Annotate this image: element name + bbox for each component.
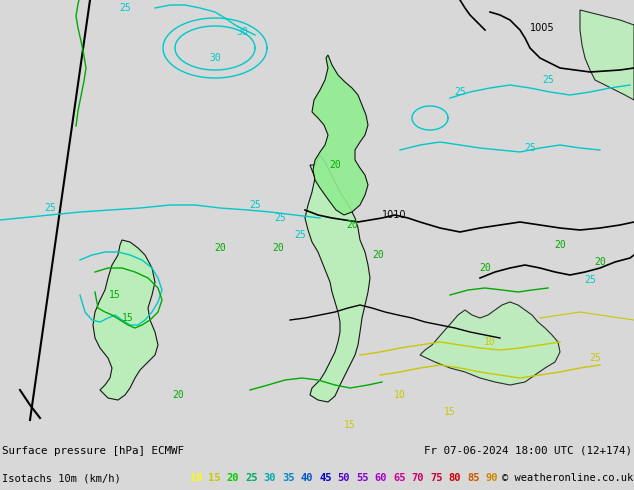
Text: 25: 25 — [542, 75, 554, 85]
Text: 80: 80 — [449, 473, 462, 483]
Text: 40: 40 — [301, 473, 313, 483]
Polygon shape — [420, 302, 560, 385]
Text: 1010: 1010 — [382, 210, 406, 220]
Text: 20: 20 — [594, 257, 606, 267]
Text: 25: 25 — [294, 230, 306, 240]
Text: 10: 10 — [484, 337, 496, 347]
Text: Isotachs 10m (km/h): Isotachs 10m (km/h) — [2, 473, 120, 483]
Text: 60: 60 — [375, 473, 387, 483]
Text: 25: 25 — [589, 353, 601, 363]
Text: 90: 90 — [486, 473, 498, 483]
Text: 30: 30 — [264, 473, 276, 483]
Text: 15: 15 — [109, 290, 121, 300]
Text: Surface pressure [hPa] ECMWF: Surface pressure [hPa] ECMWF — [2, 445, 184, 456]
Text: 30: 30 — [209, 53, 221, 63]
Text: 25: 25 — [119, 3, 131, 13]
Polygon shape — [580, 10, 634, 100]
Text: 20: 20 — [372, 250, 384, 260]
Text: 45: 45 — [320, 473, 332, 483]
Polygon shape — [305, 155, 370, 402]
Text: 20: 20 — [479, 263, 491, 273]
Text: 85: 85 — [467, 473, 480, 483]
Text: 20: 20 — [214, 243, 226, 253]
Text: 25: 25 — [249, 200, 261, 210]
Text: 20: 20 — [554, 240, 566, 250]
Text: 15: 15 — [344, 420, 356, 430]
Text: 25: 25 — [274, 213, 286, 223]
Text: 20: 20 — [346, 220, 358, 230]
Text: 15: 15 — [122, 313, 134, 323]
Text: 35: 35 — [282, 473, 295, 483]
Text: 50: 50 — [338, 473, 350, 483]
Text: 20: 20 — [172, 390, 184, 400]
Text: 25: 25 — [245, 473, 258, 483]
Text: 75: 75 — [430, 473, 443, 483]
Text: 10: 10 — [190, 473, 202, 483]
Polygon shape — [312, 55, 368, 215]
Text: © weatheronline.co.uk weatheronline.co.uk: © weatheronline.co.uk weatheronline.co.u… — [502, 473, 634, 483]
Text: 15: 15 — [444, 407, 456, 417]
Text: 20: 20 — [272, 243, 284, 253]
Polygon shape — [93, 240, 158, 400]
Text: 20: 20 — [227, 473, 239, 483]
Text: 65: 65 — [393, 473, 406, 483]
Text: 20: 20 — [329, 160, 341, 170]
Text: 30: 30 — [236, 27, 248, 37]
Text: 25: 25 — [454, 87, 466, 97]
Text: 25: 25 — [584, 275, 596, 285]
Text: Fr 07-06-2024 18:00 UTC (12+174): Fr 07-06-2024 18:00 UTC (12+174) — [424, 445, 632, 456]
Text: 55: 55 — [356, 473, 369, 483]
Text: 15: 15 — [208, 473, 221, 483]
Text: 70: 70 — [411, 473, 424, 483]
Text: 10: 10 — [394, 390, 406, 400]
Text: 25: 25 — [524, 143, 536, 153]
Text: 1005: 1005 — [530, 23, 555, 33]
Text: 25: 25 — [44, 203, 56, 213]
